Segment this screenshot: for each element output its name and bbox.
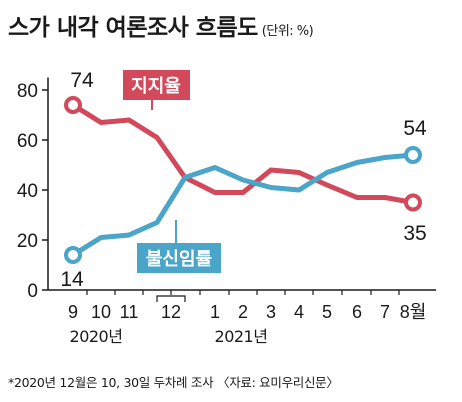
y-tick-label: 20: [17, 231, 38, 252]
disapproval-end-label: 54: [403, 117, 427, 140]
y-tick-label: 40: [17, 181, 38, 202]
approval-end-label: 35: [403, 222, 426, 245]
approval-series-name: 지지율: [131, 76, 181, 97]
approval-start-label: 74: [70, 69, 94, 92]
unit-text: (단위: %): [261, 24, 314, 39]
x-tick-label: 10: [91, 302, 111, 322]
x-tick-label: 4: [294, 302, 304, 322]
y-tick-label: 0: [27, 281, 38, 302]
chart-title: 스가 내각 여론조사 흐름도 (단위: %): [8, 8, 314, 42]
year-label-2020: 2020년: [70, 327, 123, 346]
x-tick-label: 2: [238, 302, 248, 322]
x-tick-label: 1: [210, 302, 220, 322]
year-label-2021: 2021년: [215, 327, 268, 346]
y-tick-label: 80: [17, 81, 38, 102]
disapproval-label-box: [137, 243, 221, 273]
axes: [42, 77, 436, 302]
endpoint-marker: [404, 146, 422, 164]
x-tick-label: 7: [380, 302, 390, 322]
series-line-approval: [70, 102, 416, 205]
footnote: *2020년 12월은 10, 30일 두차례 조사 〈자료: 요미우리신문〉: [8, 375, 339, 390]
x-tick-label: 9: [68, 302, 78, 322]
y-tick-label: 60: [17, 131, 38, 152]
x-tick-label: 3: [266, 302, 276, 322]
disapproval-start-label: 14: [60, 268, 84, 291]
series-line-disapproval: [70, 152, 416, 258]
endpoint-marker: [404, 193, 422, 212]
x-tick-label: 5: [322, 302, 332, 322]
title-text: 스가 내각 여론조사 흐름도: [8, 15, 258, 41]
x-tick-label: 11: [120, 302, 139, 322]
y-tick-labels: 0 20 40 60 80: [17, 81, 38, 302]
series-lines: [64, 96, 422, 264]
december-bracket: [156, 295, 186, 302]
x-tick-label: 6: [352, 302, 362, 322]
x-tick-label: 12: [161, 302, 181, 322]
approval-label-box: [123, 70, 190, 100]
disapproval-series-name: 불신임률: [146, 249, 212, 270]
x-tick-label: 8월: [400, 302, 427, 322]
endpoint-marker: [64, 246, 82, 264]
endpoint-marker: [64, 96, 82, 114]
